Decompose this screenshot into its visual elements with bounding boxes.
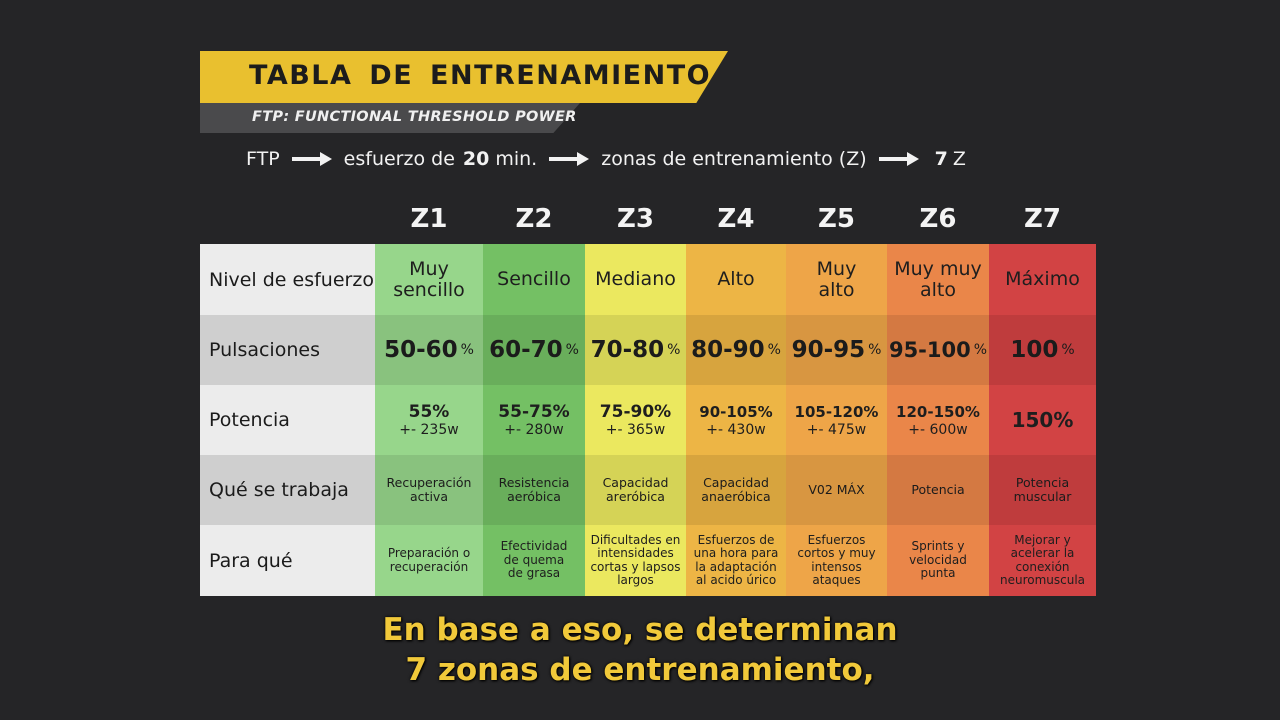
pulse-z5: 90-95% bbox=[786, 315, 887, 385]
row-label-purpose: Para qué bbox=[200, 525, 375, 596]
row-label-effort: Nivel de esfuerzo bbox=[200, 244, 375, 315]
title-banner bbox=[200, 51, 728, 103]
pulse-value: 50-60 bbox=[384, 337, 458, 363]
power-percent: 90-105% bbox=[699, 402, 773, 421]
power-percent: 55% bbox=[408, 401, 450, 422]
flow-step-ftp: FTP bbox=[246, 148, 280, 170]
pulse-unit: % bbox=[767, 342, 781, 358]
zone-header-z7: Z7 bbox=[1024, 204, 1061, 234]
pulse-value: 95-100 bbox=[888, 338, 971, 362]
power-watts: +- 600w bbox=[908, 421, 968, 438]
purpose-z5: Esfuerzos cortos y muy intensos ataques bbox=[786, 525, 887, 596]
effort-z4: Alto bbox=[686, 244, 786, 315]
ftp-flow: FTP esfuerzo de 20 min. zonas de entrena… bbox=[246, 146, 966, 172]
purpose-z6: Sprints y velocidad punta bbox=[887, 525, 989, 596]
power-z3: 75-90% +- 365w bbox=[585, 385, 686, 455]
pulse-value: 60-70 bbox=[489, 337, 563, 363]
power-watts: +- 280w bbox=[504, 421, 564, 438]
flow-step-effort-prefix: esfuerzo de bbox=[343, 148, 455, 170]
purpose-z7: Mejorar y acelerar la conexión neuromusc… bbox=[989, 525, 1096, 596]
pulse-unit: % bbox=[973, 342, 988, 358]
flow-step-effort-minutes: 20 bbox=[462, 148, 490, 170]
pulse-value: 90-95 bbox=[791, 337, 866, 363]
zone-header-z5: Z5 bbox=[818, 204, 855, 234]
work-z4: Capacidad anaeróbica bbox=[686, 455, 786, 525]
power-percent: 105-120% bbox=[794, 402, 879, 421]
zone-header-z2: Z2 bbox=[515, 204, 553, 234]
pulse-unit: % bbox=[565, 342, 579, 358]
purpose-z3: Dificultades en intensidades cortas y la… bbox=[585, 525, 686, 596]
purpose-z1: Preparación o recuperación bbox=[375, 525, 483, 596]
power-z4: 90-105% +- 430w bbox=[686, 385, 786, 455]
flow-step-effort-suffix: min. bbox=[495, 148, 538, 170]
work-z5: V02 MÁX bbox=[786, 455, 887, 525]
pulse-value: 80-90 bbox=[691, 337, 765, 363]
effort-z7: Máximo bbox=[989, 244, 1096, 315]
page-title: TABLA DE ENTRENAMIENTO bbox=[249, 60, 712, 91]
power-watts: +- 365w bbox=[605, 421, 666, 438]
work-z2: Resistencia aeróbica bbox=[483, 455, 585, 525]
pulse-z7: 100% bbox=[989, 315, 1096, 385]
power-z2: 55-75% +- 280w bbox=[483, 385, 585, 455]
purpose-z2: Efectividad de quema de grasa bbox=[483, 525, 585, 596]
flow-step-zones: zonas de entrenamiento (Z) bbox=[601, 148, 867, 170]
right-arrow-icon bbox=[291, 152, 332, 166]
effort-z6: Muy muy alto bbox=[887, 244, 989, 315]
zone-header-z4: Z4 bbox=[717, 204, 755, 234]
work-z1: Recuperación activa bbox=[375, 455, 483, 525]
effort-z2: Sencillo bbox=[483, 244, 585, 315]
video-caption: En base a eso, se determinan 7 zonas de … bbox=[0, 610, 1280, 690]
pulse-z2: 60-70% bbox=[483, 315, 585, 385]
row-label-pulse: Pulsaciones bbox=[200, 315, 375, 385]
power-percent: 120-150% bbox=[896, 402, 980, 421]
pulse-value: 70-80 bbox=[590, 337, 665, 363]
row-label-work: Qué se trabaja bbox=[200, 455, 375, 525]
power-z1: 55% +- 235w bbox=[375, 385, 483, 455]
pulse-z1: 50-60% bbox=[375, 315, 483, 385]
power-watts: +- 235w bbox=[399, 421, 459, 438]
effort-z1: Muy sencillo bbox=[375, 244, 483, 315]
caption-line-1: En base a eso, se determinan bbox=[382, 612, 898, 648]
zone-header-z1: Z1 bbox=[410, 204, 448, 234]
pulse-value: 100 bbox=[1010, 337, 1059, 363]
purpose-z4: Esfuerzos de una hora para la adaptación… bbox=[686, 525, 786, 596]
right-arrow-icon bbox=[549, 152, 590, 166]
effort-z3: Mediano bbox=[585, 244, 686, 315]
power-percent: 55-75% bbox=[498, 401, 570, 422]
subtitle-banner bbox=[200, 103, 580, 133]
power-z7: 150% bbox=[989, 385, 1096, 455]
caption-line-2: 7 zonas de entrenamiento, bbox=[405, 652, 875, 688]
power-percent: 150% bbox=[1011, 408, 1074, 432]
flow-step-count-unit: Z bbox=[952, 148, 966, 170]
pulse-unit: % bbox=[868, 342, 882, 358]
power-z6: 120-150% +- 600w bbox=[887, 385, 989, 455]
zone-header-z6: Z6 bbox=[919, 204, 957, 234]
pulse-unit: % bbox=[460, 342, 474, 358]
work-z7: Potencia muscular bbox=[989, 455, 1096, 525]
power-percent: 75-90% bbox=[599, 401, 672, 422]
power-watts: +- 475w bbox=[806, 421, 867, 438]
work-z3: Capacidad arеróbica bbox=[585, 455, 686, 525]
pulse-unit: % bbox=[667, 342, 681, 358]
training-table: Nivel de esfuerzo Muy sencillo Sencillo … bbox=[200, 244, 1096, 596]
right-arrow-icon bbox=[878, 152, 919, 166]
pulse-z6: 95-100% bbox=[887, 315, 989, 385]
effort-z5: Muy alto bbox=[786, 244, 887, 315]
zone-headers: Z1 Z2 Z3 Z4 Z5 Z6 Z7 bbox=[375, 204, 1096, 234]
zone-header-z3: Z3 bbox=[617, 204, 654, 234]
power-watts: +- 430w bbox=[706, 421, 766, 438]
work-z6: Potencia bbox=[887, 455, 989, 525]
page-subtitle: FTP: FUNCTIONAL THRESHOLD POWER bbox=[252, 109, 577, 125]
pulse-z3: 70-80% bbox=[585, 315, 686, 385]
pulse-unit: % bbox=[1061, 342, 1075, 358]
power-z5: 105-120% +- 475w bbox=[786, 385, 887, 455]
flow-step-count: 7 bbox=[934, 148, 948, 170]
pulse-z4: 80-90% bbox=[686, 315, 786, 385]
row-label-power: Potencia bbox=[200, 385, 375, 455]
